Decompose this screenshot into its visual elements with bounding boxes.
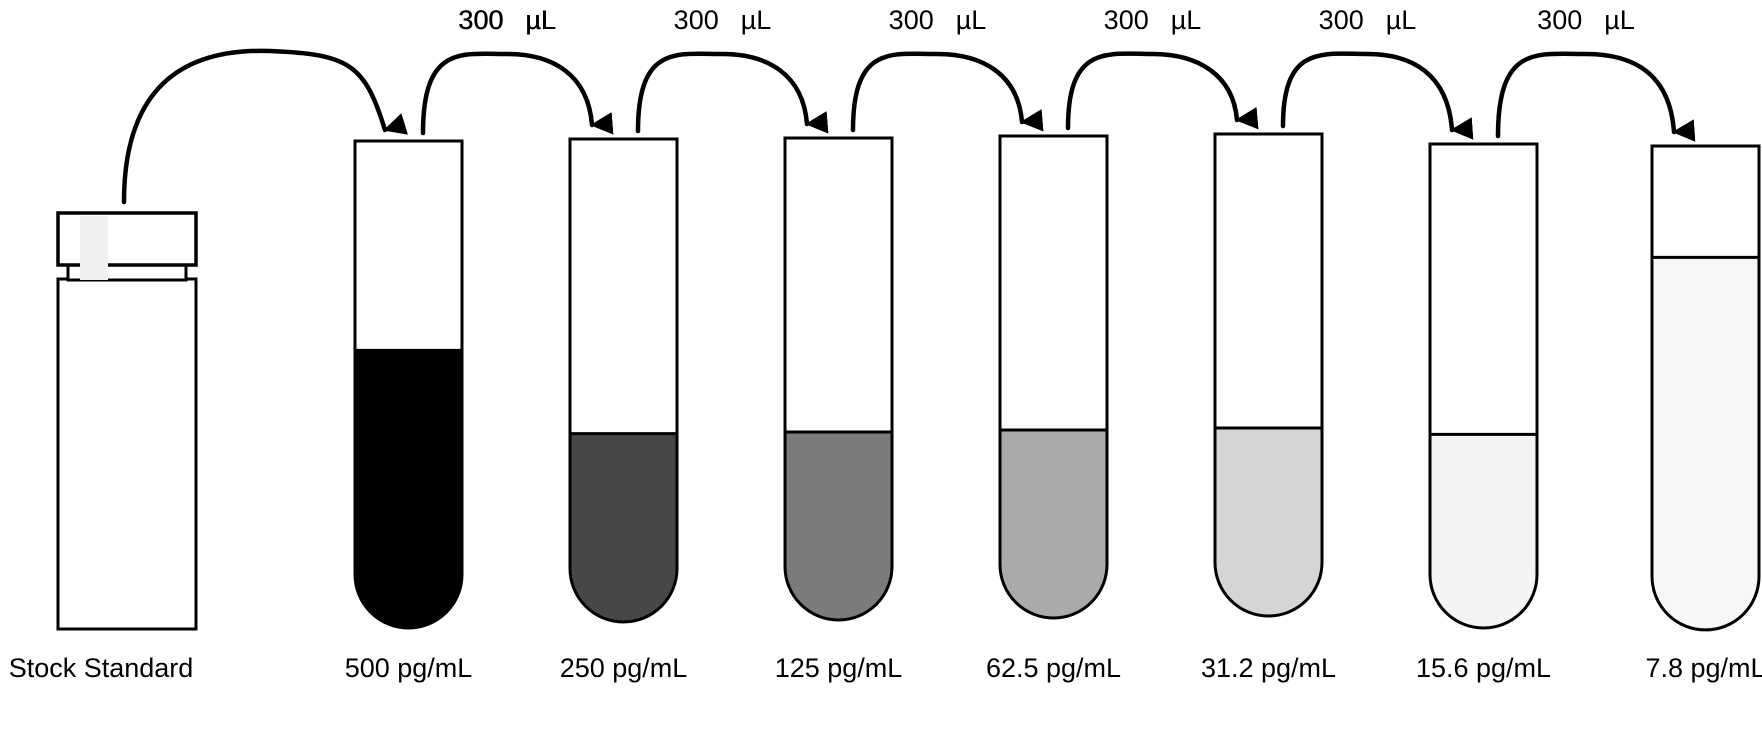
tube-label-3: 125 pg/mL: [775, 653, 903, 683]
transfer-arrow-4: [1065, 51, 1259, 131]
transfer-volume-label-5: 300 µL: [1319, 5, 1417, 35]
transfer-volume-label-3: 300 µL: [889, 5, 987, 35]
transfer-unit: µL: [956, 5, 987, 35]
transfer-arrow-3: [850, 51, 1044, 133]
tube-liquid: [1652, 257, 1759, 630]
tube-label-6: 15.6 pg/mL: [1416, 653, 1551, 683]
stock-label: Stock Standard: [9, 653, 194, 683]
transfer-volume-label-1: 300 µL: [459, 5, 557, 35]
tube-outline: [1213, 132, 1324, 618]
transfer-unit: µL: [741, 5, 772, 35]
transfer-unit: µL: [525, 5, 556, 35]
stock-vial-body: [56, 277, 198, 631]
tube-outline: [998, 134, 1109, 620]
tubes-layer: [353, 132, 1761, 632]
tube-outline: [783, 136, 894, 622]
stock-vial-cap-highlight: [80, 216, 108, 280]
transfer-amount: 300: [458, 5, 503, 35]
transfer-volume-label-0: 300 µL: [458, 5, 556, 35]
transfer-amount: 300: [1319, 5, 1364, 35]
tube-outline: [1428, 142, 1539, 630]
tube-label-2: 250 pg/mL: [560, 653, 688, 683]
transfer-volume-label-4: 300 µL: [1104, 5, 1202, 35]
transfer-arrow-6: [1495, 51, 1696, 142]
tube-5: [1213, 132, 1324, 618]
transfer-amount: 300: [1537, 5, 1582, 35]
tube-liquid: [1000, 430, 1107, 618]
transfer-volume-label-2: 300 µL: [674, 5, 772, 35]
tube-liquid: [1215, 428, 1322, 616]
stock-vial: [56, 211, 198, 631]
tube-outline: [353, 139, 464, 630]
transfer-arrow-1: [420, 51, 614, 136]
tube-4: [998, 134, 1109, 620]
transfer-unit: µL: [526, 5, 557, 35]
transfer-amount: 300: [1104, 5, 1149, 35]
stock-transfer-arrow: [121, 48, 409, 205]
transfer-amount: 300: [674, 5, 719, 35]
tube-1: [353, 139, 464, 630]
transfer-arrow-5: [1280, 51, 1474, 140]
tube-label-5: 31.2 pg/mL: [1201, 653, 1336, 683]
tube-liquid: [570, 433, 677, 622]
transfer-unit: µL: [1386, 5, 1417, 35]
tube-liquid: [355, 350, 462, 628]
transfer-volume-label-6: 300 µL: [1537, 5, 1635, 35]
transfer-unit: µL: [1604, 5, 1635, 35]
tube-label-1: 500 pg/mL: [345, 653, 473, 683]
concentration-labels-layer: 500 pg/mL 250 pg/mL 125 pg/mL 62.5 pg/mL 31.…: [345, 653, 1762, 683]
tube-liquid: [785, 432, 892, 620]
tube-7: [1650, 144, 1761, 632]
transfer-amount: 300: [459, 5, 504, 35]
tube-6: [1428, 142, 1539, 630]
tube-outline: [568, 137, 679, 624]
transfer-amount: 300: [889, 5, 934, 35]
tube-label-4: 62.5 pg/mL: [986, 653, 1121, 683]
transfer-unit: µL: [1171, 5, 1202, 35]
stock-vial-cap: [56, 211, 198, 267]
tube-3: [783, 136, 894, 622]
tube-liquid: [1430, 434, 1537, 628]
tube-2: [568, 137, 679, 624]
tube-outline: [1650, 144, 1761, 632]
tube-label-7: 7.8 pg/mL: [1645, 653, 1762, 683]
transfer-arrow-2: [635, 51, 829, 134]
